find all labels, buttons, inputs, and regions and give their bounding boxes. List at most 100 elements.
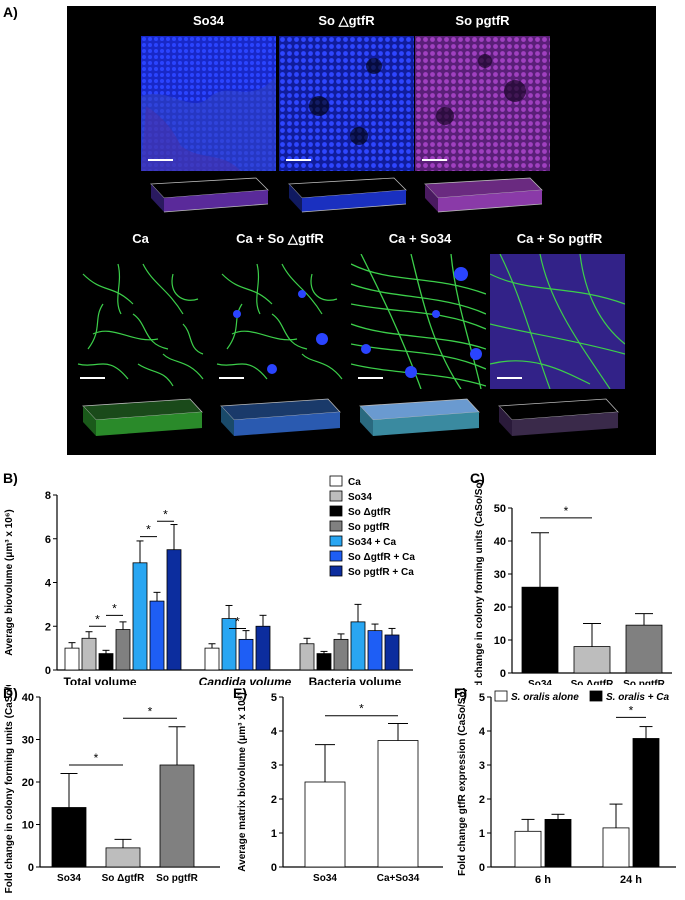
chart-b-legend-label: So34: [348, 492, 372, 503]
chart-e-ytick-label: 5: [271, 692, 277, 704]
chart-b-bar: [316, 653, 332, 671]
micrograph-ca: [73, 254, 208, 389]
chart-f-ytick-label: 4: [479, 726, 486, 738]
chart-b-legend-label: So pgtfR + Ca: [348, 567, 414, 578]
microscopy-panel: So34 So △gtfR So pgtfR: [67, 6, 656, 455]
chart-b-legend-label: So ΔgtfR: [348, 507, 392, 518]
chart-f: 0 1 2 3 4 5 Fold change gtfR expression (CaSo/…: [457, 688, 676, 886]
chart-b-bar: [221, 618, 237, 671]
micro-label-ca-so-pgtfr: Ca + So pgtfR: [516, 231, 603, 246]
chart-b-bar: [132, 562, 148, 671]
chart-c-bar: [625, 624, 663, 674]
chart-d-ylabel: Fold change in colony forming units (CaS…: [4, 685, 15, 893]
chart-b-group-label: Total volume: [63, 675, 136, 685]
chart-b-legend-label: Ca: [348, 477, 361, 488]
chart-b-bar: [149, 600, 165, 671]
chart-b-bar: [204, 647, 220, 671]
panel-label-a: A): [3, 4, 18, 20]
chart-b-bar: [115, 629, 131, 671]
chart-b-bar: [350, 621, 366, 671]
chart-b-bar: [81, 637, 97, 671]
chart-b-ytick-label: 0: [45, 665, 51, 677]
chart-e-bar: [377, 740, 419, 868]
chart-f-ylabel: Fold change gtfR expression (CaSo/So): [457, 688, 468, 876]
chart-c-category-label: So34: [528, 679, 552, 685]
chart-d-sig-star: *: [94, 751, 99, 765]
chart-f-category-label: 6 h: [535, 874, 551, 886]
chart-e-bar: [304, 781, 346, 868]
chart-d-bar: [159, 764, 195, 868]
chart-e-category-label: So34: [313, 873, 337, 884]
stack3d-so34: [146, 176, 271, 216]
stack3d-ca: [78, 396, 206, 441]
chart-d-ytick-label: 10: [22, 820, 34, 832]
chart-b-legend-swatch: [329, 505, 343, 517]
chart-d-category-label: So pgtfR: [156, 873, 198, 884]
chart-b-bar: [333, 638, 349, 671]
chart-c-bar: [521, 586, 559, 674]
stack3d-ca-so34: [355, 396, 483, 441]
chart-b-sig-star: *: [146, 523, 151, 537]
chart-c-ylabel: Fold change in colony forming units (CaS…: [474, 479, 485, 685]
chart-f-bar: [602, 827, 630, 868]
chart-b-group-label: Candida volume: [199, 675, 292, 685]
chart-f-ytick-label: 5: [479, 692, 485, 704]
chart-b-bar: [255, 625, 271, 671]
chart-f-sig-star: *: [629, 703, 634, 717]
chart-f-ytick-label: 1: [479, 828, 485, 840]
chart-c-category-label: So ΔgtfR: [571, 679, 615, 685]
chart-f-legend-label: S. oralis + Ca: [606, 692, 670, 703]
chart-f-category-label: 24 h: [620, 874, 642, 886]
chart-b-legend-label: So pgtfR: [348, 522, 390, 533]
panel-label-b: B): [3, 470, 18, 486]
chart-e-ylabel: Average matrix biovolume (μm³ x 10⁵): [237, 692, 248, 871]
chart-d-ytick-label: 30: [22, 735, 34, 747]
chart-c-ytick-label: 20: [494, 602, 506, 614]
chart-b-bar: [384, 634, 400, 671]
chart-b-bar: [299, 643, 315, 671]
chart-c-ytick-label: 30: [494, 569, 506, 581]
stack3d-so-dgtfr: [284, 176, 409, 216]
chart-d-ytick-label: 20: [22, 777, 34, 789]
chart-b-legend-swatch: [329, 475, 343, 487]
chart-e: 0 1 2 3 4 5 Average matrix biovolume (μm³ x 10…: [237, 692, 443, 884]
chart-e-sig-star: *: [359, 702, 364, 716]
micro-label-so-pgtfr: So pgtfR: [455, 13, 510, 28]
chart-b-bar: [367, 630, 383, 671]
chart-b-bar: [166, 549, 182, 671]
chart-c-bar: [573, 646, 611, 674]
chart-c-ytick-label: 50: [494, 503, 506, 515]
micrograph-ca-so-dgtfr: [212, 254, 347, 389]
chart-b-bar: [64, 647, 80, 671]
chart-b-ytick-label: 4: [45, 578, 52, 590]
chart-c-ytick-label: 40: [494, 536, 506, 548]
chart-c-category-label: So pgtfR: [623, 679, 665, 685]
chart-b-legend-swatch: [329, 565, 343, 577]
panel-label-d: D): [3, 685, 18, 701]
chart-b-sig-star: *: [163, 507, 168, 521]
chart-b-legend-swatch: [329, 490, 343, 502]
stack3d-so-pgtfr: [420, 176, 545, 216]
chart-c-ytick-label: 0: [500, 668, 506, 680]
chart-c-ytick-label: 10: [494, 635, 506, 647]
chart-f-ytick-label: 0: [479, 862, 485, 874]
chart-d-bar: [105, 847, 141, 868]
stack3d-ca-so-dgtfr: [216, 396, 344, 441]
chart-b: 0 2 4 6 8 Average biovolume (μm³ x 10⁶) Total …: [4, 475, 415, 685]
chart-e-ytick-label: 4: [271, 726, 278, 738]
chart-f-legend-label: S. oralis alone: [511, 692, 579, 703]
chart-d-sig-star: *: [148, 704, 153, 718]
chart-b-ytick-label: 6: [45, 534, 51, 546]
chart-f-legend-swatch: [589, 690, 603, 702]
chart-e-ytick-label: 2: [271, 794, 277, 806]
chart-b-legend-label: So ΔgtfR + Ca: [348, 552, 415, 563]
chart-d-category-label: So34: [57, 873, 81, 884]
micro-label-ca: Ca: [132, 231, 149, 246]
chart-b-ytick-label: 2: [45, 621, 51, 633]
chart-b-group-label: Bacteria volume: [309, 675, 402, 685]
micrograph-so-pgtfr: [415, 36, 550, 171]
micro-label-ca-so34: Ca + So34: [388, 231, 452, 246]
micro-label-so-dgtfr: So △gtfR: [318, 13, 375, 28]
chart-b-ytick-label: 8: [45, 490, 51, 502]
chart-f-bar: [632, 738, 660, 868]
